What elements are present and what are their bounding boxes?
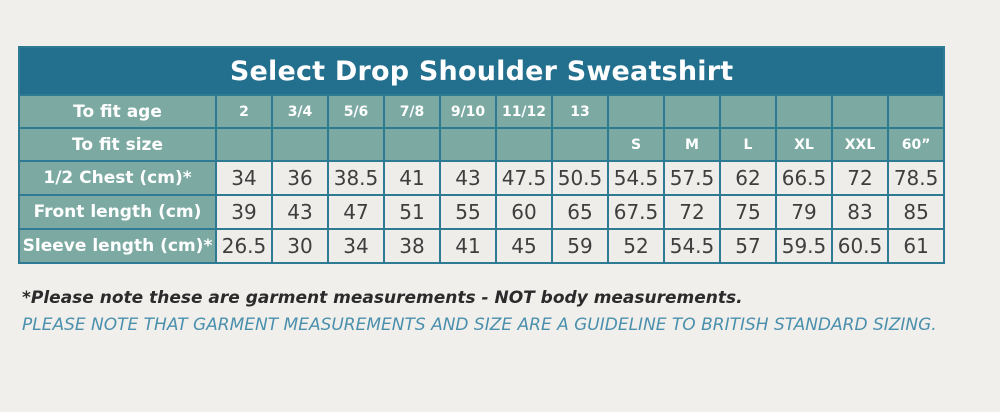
data-cell: 41 <box>439 228 497 264</box>
data-cell: 65 <box>551 194 609 230</box>
row-label: To fit size <box>18 127 217 162</box>
col-header-cell: 2 <box>215 94 273 129</box>
data-cell: 67.5 <box>607 194 665 230</box>
col-header-cell: 7/8 <box>383 94 441 129</box>
row-label: Sleeve length (cm)* <box>18 228 217 264</box>
col-header-cell <box>215 127 273 162</box>
data-cell: 41 <box>383 160 441 196</box>
data-cell: 45 <box>495 228 553 264</box>
footnotes: *Please note these are garment measureme… <box>22 288 982 335</box>
col-header-cell: 5/6 <box>327 94 385 129</box>
col-header-cell: 60” <box>886 127 946 162</box>
data-cell: 34 <box>215 160 273 196</box>
garment-measurements-note: *Please note these are garment measureme… <box>22 288 743 308</box>
sizing-guideline-note: PLEASE NOTE THAT GARMENT MEASUREMENTS AN… <box>22 315 937 335</box>
col-header-cell <box>271 127 329 162</box>
data-cell: 51 <box>383 194 441 230</box>
col-header-cell <box>495 127 553 162</box>
col-header-cell <box>663 94 721 129</box>
data-cell: 83 <box>831 194 889 230</box>
data-cell: 43 <box>439 160 497 196</box>
row-label: 1/2 Chest (cm)* <box>18 160 217 196</box>
data-cell: 43 <box>271 194 329 230</box>
data-cell: 55 <box>439 194 497 230</box>
col-header-cell <box>831 94 889 129</box>
row-label: To fit age <box>18 94 217 129</box>
col-header-cell <box>886 94 946 129</box>
col-header-cell <box>383 127 441 162</box>
data-cell: 52 <box>607 228 665 264</box>
col-header-cell <box>439 127 497 162</box>
col-header-cell: 9/10 <box>439 94 497 129</box>
col-header-cell: 3/4 <box>271 94 329 129</box>
data-cell: 75 <box>719 194 777 230</box>
col-header-cell <box>607 94 665 129</box>
data-cell: 38.5 <box>327 160 385 196</box>
col-header-cell: XL <box>775 127 833 162</box>
data-cell: 26.5 <box>215 228 273 264</box>
data-cell: 50.5 <box>551 160 609 196</box>
data-cell: 34 <box>327 228 385 264</box>
data-cell: 30 <box>271 228 329 264</box>
data-cell: 85 <box>886 194 946 230</box>
data-cell: 72 <box>663 194 721 230</box>
data-cell: 57.5 <box>663 160 721 196</box>
data-cell: 47 <box>327 194 385 230</box>
col-header-cell: L <box>719 127 777 162</box>
table-row: To fit size S M L XL XXL 60” <box>18 127 946 162</box>
data-cell: 66.5 <box>775 160 833 196</box>
table-title-row: Select Drop Shoulder Sweatshirt <box>17 46 946 96</box>
row-label: Front length (cm) <box>18 194 217 230</box>
table-row: Sleeve length (cm)* 26.5 30 34 38 41 45 … <box>18 228 946 264</box>
col-header-cell <box>719 94 777 129</box>
table-row: Front length (cm) 39 43 47 51 55 60 65 6… <box>18 194 946 230</box>
data-cell: 57 <box>719 228 777 264</box>
data-cell: 59.5 <box>775 228 833 264</box>
col-header-cell: S <box>607 127 665 162</box>
data-cell: 62 <box>719 160 777 196</box>
col-header-cell: XXL <box>831 127 889 162</box>
col-header-cell: 11/12 <box>495 94 553 129</box>
col-header-cell <box>775 94 833 129</box>
data-cell: 59 <box>551 228 609 264</box>
data-cell: 60 <box>495 194 553 230</box>
data-cell: 54.5 <box>607 160 665 196</box>
data-cell: 54.5 <box>663 228 721 264</box>
data-cell: 61 <box>886 228 946 264</box>
table-row: To fit age 2 3/4 5/6 7/8 9/10 11/12 13 <box>18 94 946 129</box>
col-header-cell: 13 <box>551 94 609 129</box>
data-cell: 36 <box>271 160 329 196</box>
table-row: 1/2 Chest (cm)* 34 36 38.5 41 43 47.5 50… <box>18 160 946 196</box>
data-cell: 47.5 <box>495 160 553 196</box>
data-cell: 79 <box>775 194 833 230</box>
data-cell: 39 <box>215 194 273 230</box>
data-cell: 72 <box>831 160 889 196</box>
col-header-cell <box>551 127 609 162</box>
size-chart-table: Select Drop Shoulder Sweatshirt To fit a… <box>17 46 946 264</box>
col-header-cell <box>327 127 385 162</box>
data-cell: 60.5 <box>831 228 889 264</box>
data-cell: 78.5 <box>886 160 946 196</box>
col-header-cell: M <box>663 127 721 162</box>
table-title: Select Drop Shoulder Sweatshirt <box>17 46 946 96</box>
data-cell: 38 <box>383 228 441 264</box>
